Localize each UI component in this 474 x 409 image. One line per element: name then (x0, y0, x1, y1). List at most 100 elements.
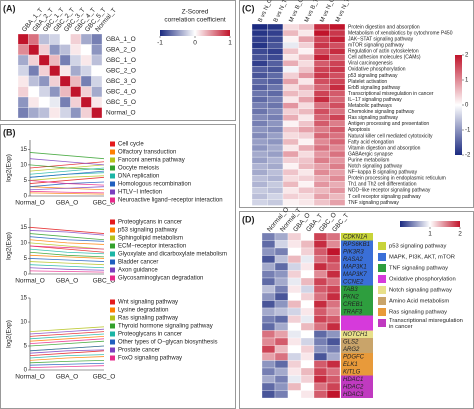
heatmap-cell (282, 54, 299, 61)
legend-swatch (378, 319, 386, 327)
heatmap-cell (287, 390, 302, 399)
heatmap-cell (329, 102, 346, 109)
row-label: Antigen processing and presentation (348, 121, 429, 127)
expression-line (29, 270, 105, 273)
heatmap-cell (313, 322, 328, 331)
heatmap-cell (282, 132, 299, 140)
heatmap-cell (261, 382, 276, 391)
heatmap-cell (300, 270, 315, 279)
gene-group-tag (341, 345, 373, 353)
heatmap-cell (261, 345, 276, 354)
heatmap-cell (267, 193, 284, 200)
gene-group-tag (341, 233, 373, 241)
x-tick-label: Normal_O (15, 278, 45, 285)
gene-group-tag (341, 293, 373, 301)
y-tick-label: 15 (20, 147, 27, 153)
row-label: Oxidative phosphorylation (348, 67, 406, 73)
heatmap-cell (49, 44, 61, 56)
heatmap-cell (287, 360, 302, 369)
heatmap-cell (251, 42, 268, 49)
legend-label: TNF signaling pathway (389, 266, 448, 272)
heatmap-cell (38, 86, 50, 98)
heatmap-cell (287, 375, 302, 384)
heatmap-cell (274, 322, 289, 331)
heatmap-cell (300, 315, 315, 324)
gene-label: HDAC1 (343, 377, 363, 383)
row-label: Transcriptional misregulation in cancer (348, 91, 434, 97)
row-label: p53 signaling pathway (348, 73, 398, 79)
heatmap-cell (329, 187, 346, 194)
legend-title: correlation coefficient (164, 17, 225, 24)
heatmap-cell (267, 90, 284, 97)
expression-line (29, 338, 105, 344)
legend-swatch (378, 253, 386, 261)
gene-group-tag (341, 368, 373, 376)
heatmap-cell (313, 29, 330, 37)
heatmap-cell (274, 367, 289, 376)
expression-line (29, 251, 105, 258)
heatmap-cell (329, 181, 346, 188)
heatmap-cell (329, 156, 346, 164)
heatmap-cell (274, 382, 289, 391)
heatmap-cell (313, 42, 330, 49)
heatmap-cell (298, 35, 315, 43)
heatmap-cell (326, 300, 341, 309)
expression-line (29, 360, 105, 364)
heatmap-cell (267, 42, 284, 49)
gene-label: ARG2 (342, 347, 360, 353)
expression-line (29, 245, 105, 250)
heatmap-cell (313, 144, 330, 152)
legend-label: Proteoglycans in cancer (118, 220, 182, 226)
row-label: ErbB signaling pathway (348, 85, 401, 91)
heatmap-cell (251, 169, 268, 176)
y-tick-label: 5 (24, 256, 28, 262)
heatmap-cell (59, 33, 71, 45)
legend-swatch (378, 275, 386, 283)
heatmap-cell (274, 337, 289, 346)
heatmap-cell (261, 277, 276, 286)
heatmap-cell (251, 199, 268, 206)
heatmap-cell (287, 307, 302, 316)
heatmap-cell (300, 292, 315, 301)
heatmap-cell (261, 262, 276, 271)
heatmap-cell (261, 315, 276, 324)
heatmap-cell (329, 175, 346, 182)
heatmap-cell (313, 285, 328, 294)
heatmap-cell (282, 193, 299, 200)
legend-label: Homologous recombination (118, 182, 191, 188)
heatmap-cell (70, 54, 82, 66)
gene-group-tag (341, 338, 373, 346)
heatmap-cell (298, 84, 315, 91)
row-label: GBA_2_O (106, 46, 136, 53)
gene-label: PKN2 (343, 294, 359, 300)
expression-line (29, 354, 105, 359)
heatmap-cell (298, 66, 315, 73)
heatmap-cell (287, 270, 302, 279)
heatmap-cell (313, 66, 330, 73)
y-tick-label: 10 (20, 320, 27, 326)
panel-frame (0, 0, 236, 121)
heatmap-cell (38, 54, 50, 66)
heatmap-cell (267, 54, 284, 61)
y-tick-label: 0 (24, 368, 28, 374)
heatmap-cell (300, 247, 315, 256)
x-tick-label: Normal_O (15, 374, 45, 381)
heatmap-cell (17, 54, 29, 66)
row-label: GBA_1_O (106, 36, 136, 43)
legend-label: Amino Acid metabolism (389, 299, 449, 305)
heatmap-cell (38, 107, 50, 119)
heatmap-cell (313, 96, 330, 103)
heatmap-cell (251, 102, 268, 109)
heatmap-cell (300, 307, 315, 316)
heatmap-cell (287, 367, 302, 376)
heatmap-cell (298, 199, 315, 206)
heatmap-cell (261, 255, 276, 264)
legend-label: Ras signaling pathway (389, 310, 447, 316)
heatmap-cell (282, 169, 299, 176)
y-axis-label: log2(Exp) (6, 320, 13, 348)
heatmap-cell (59, 107, 71, 119)
row-label: Apoptosis (348, 127, 370, 133)
heatmap-cell (298, 108, 315, 115)
legend-swatch (378, 308, 386, 316)
legend-label: Glycosaminoglycan degradation (118, 276, 203, 282)
